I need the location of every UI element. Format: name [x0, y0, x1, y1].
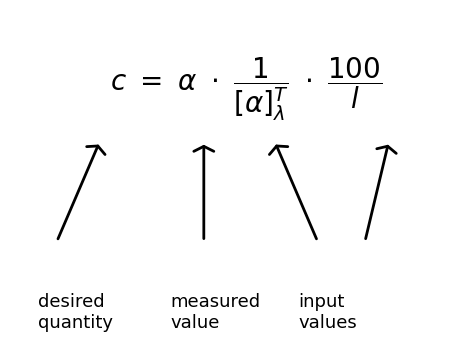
Text: $c \ = \ \alpha \ \cdot \ \dfrac{1}{[\alpha]_{\lambda}^{T}} \ \cdot \ \dfrac{100: $c \ = \ \alpha \ \cdot \ \dfrac{1}{[\al…: [110, 55, 383, 122]
Text: input
values: input values: [299, 293, 357, 332]
Text: desired
quantity: desired quantity: [38, 293, 113, 332]
Text: measured
value: measured value: [171, 293, 261, 332]
